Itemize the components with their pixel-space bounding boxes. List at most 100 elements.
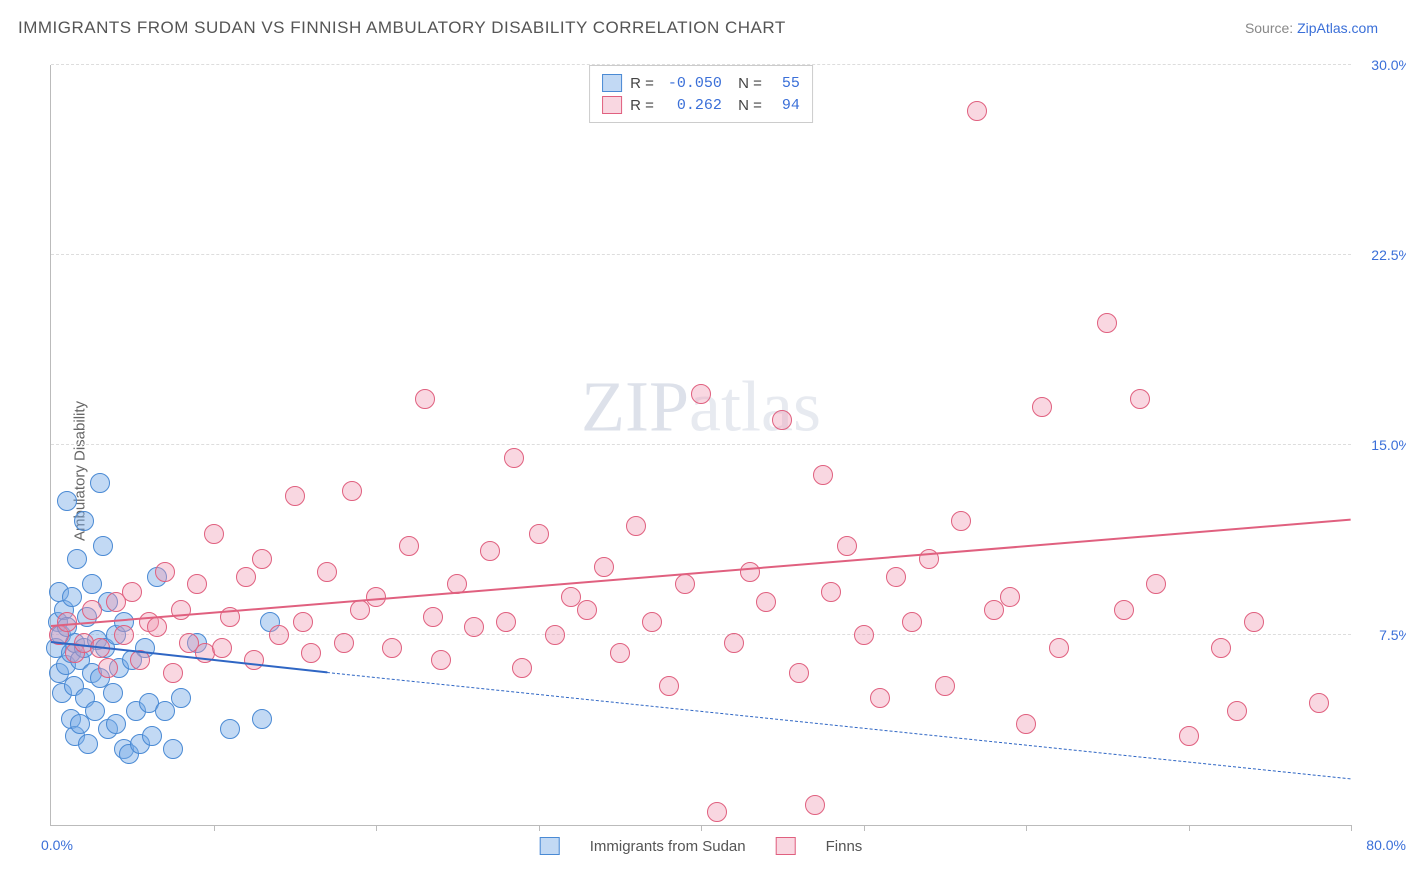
data-point <box>886 567 906 587</box>
r-value-2: 0.262 <box>662 97 722 114</box>
x-tick <box>214 825 215 831</box>
data-point <box>431 650 451 670</box>
source-prefix: Source: <box>1245 20 1297 36</box>
data-point <box>1016 714 1036 734</box>
x-tick <box>1189 825 1190 831</box>
x-tick <box>539 825 540 831</box>
data-point <box>675 574 695 594</box>
n-value-1: 55 <box>770 75 800 92</box>
data-point <box>610 643 630 663</box>
swatch-series-1 <box>602 74 622 92</box>
y-tick-label: 30.0% <box>1356 57 1406 73</box>
chart-container: Ambulatory Disability ZIPatlas R = -0.05… <box>0 50 1406 892</box>
data-point <box>870 688 890 708</box>
data-point <box>252 549 272 569</box>
data-point <box>155 562 175 582</box>
correlation-row-1: R = -0.050 N = 55 <box>602 72 800 94</box>
x-tick <box>701 825 702 831</box>
data-point <box>212 638 232 658</box>
data-point <box>935 676 955 696</box>
data-point <box>756 592 776 612</box>
trend-line <box>327 672 1351 779</box>
data-point <box>301 643 321 663</box>
source-link[interactable]: ZipAtlas.com <box>1297 20 1378 36</box>
data-point <box>1114 600 1134 620</box>
data-point <box>740 562 760 582</box>
data-point <box>772 410 792 430</box>
data-point <box>659 676 679 696</box>
data-point <box>464 617 484 637</box>
watermark: ZIPatlas <box>581 366 821 449</box>
data-point <box>236 567 256 587</box>
data-point <box>1146 574 1166 594</box>
gridline <box>51 444 1351 445</box>
data-point <box>98 658 118 678</box>
data-point <box>1309 693 1329 713</box>
data-point <box>93 536 113 556</box>
data-point <box>707 802 727 822</box>
data-point <box>57 491 77 511</box>
data-point <box>691 384 711 404</box>
data-point <box>545 625 565 645</box>
data-point <box>984 600 1004 620</box>
data-point <box>204 524 224 544</box>
n-value-2: 94 <box>770 97 800 114</box>
chart-title: IMMIGRANTS FROM SUDAN VS FINNISH AMBULAT… <box>18 18 786 38</box>
data-point <box>813 465 833 485</box>
data-point <box>147 617 167 637</box>
data-point <box>163 663 183 683</box>
legend-label-2: Finns <box>826 838 863 855</box>
legend-swatch-1 <box>540 837 560 855</box>
data-point <box>1179 726 1199 746</box>
swatch-series-2 <box>602 96 622 114</box>
data-point <box>951 511 971 531</box>
data-point <box>399 536 419 556</box>
correlation-row-2: R = 0.262 N = 94 <box>602 94 800 116</box>
data-point <box>106 714 126 734</box>
data-point <box>1032 397 1052 417</box>
data-point <box>342 481 362 501</box>
data-point <box>1130 389 1150 409</box>
data-point <box>103 683 123 703</box>
data-point <box>480 541 500 561</box>
data-point <box>85 701 105 721</box>
data-point <box>902 612 922 632</box>
n-label: N = <box>730 75 762 92</box>
x-tick <box>376 825 377 831</box>
r-value-1: -0.050 <box>662 75 722 92</box>
y-tick-label: 7.5% <box>1356 627 1406 643</box>
data-point <box>415 389 435 409</box>
data-point <box>285 486 305 506</box>
data-point <box>1211 638 1231 658</box>
data-point <box>244 650 264 670</box>
data-point <box>382 638 402 658</box>
data-point <box>423 607 443 627</box>
data-point <box>62 587 82 607</box>
data-point <box>82 574 102 594</box>
data-point <box>805 795 825 815</box>
data-point <box>837 536 857 556</box>
data-point <box>529 524 549 544</box>
legend: Immigrants from Sudan Finns <box>540 837 863 855</box>
x-origin-label: 0.0% <box>41 837 73 853</box>
x-tick <box>1351 825 1352 831</box>
data-point <box>90 473 110 493</box>
data-point <box>577 600 597 620</box>
data-point <box>163 739 183 759</box>
data-point <box>171 688 191 708</box>
data-point <box>155 701 175 721</box>
data-point <box>67 549 87 569</box>
y-tick-label: 15.0% <box>1356 437 1406 453</box>
data-point <box>122 582 142 602</box>
data-point <box>78 734 98 754</box>
data-point <box>967 101 987 121</box>
x-tick <box>864 825 865 831</box>
data-point <box>187 574 207 594</box>
legend-label-1: Immigrants from Sudan <box>590 838 746 855</box>
data-point <box>252 709 272 729</box>
data-point <box>293 612 313 632</box>
y-tick-label: 22.5% <box>1356 247 1406 263</box>
gridline <box>51 634 1351 635</box>
data-point <box>1244 612 1264 632</box>
n-label: N = <box>730 97 762 114</box>
